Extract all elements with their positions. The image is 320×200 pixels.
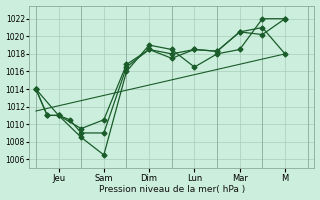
X-axis label: Pression niveau de la mer( hPa ): Pression niveau de la mer( hPa ): [99, 185, 245, 194]
